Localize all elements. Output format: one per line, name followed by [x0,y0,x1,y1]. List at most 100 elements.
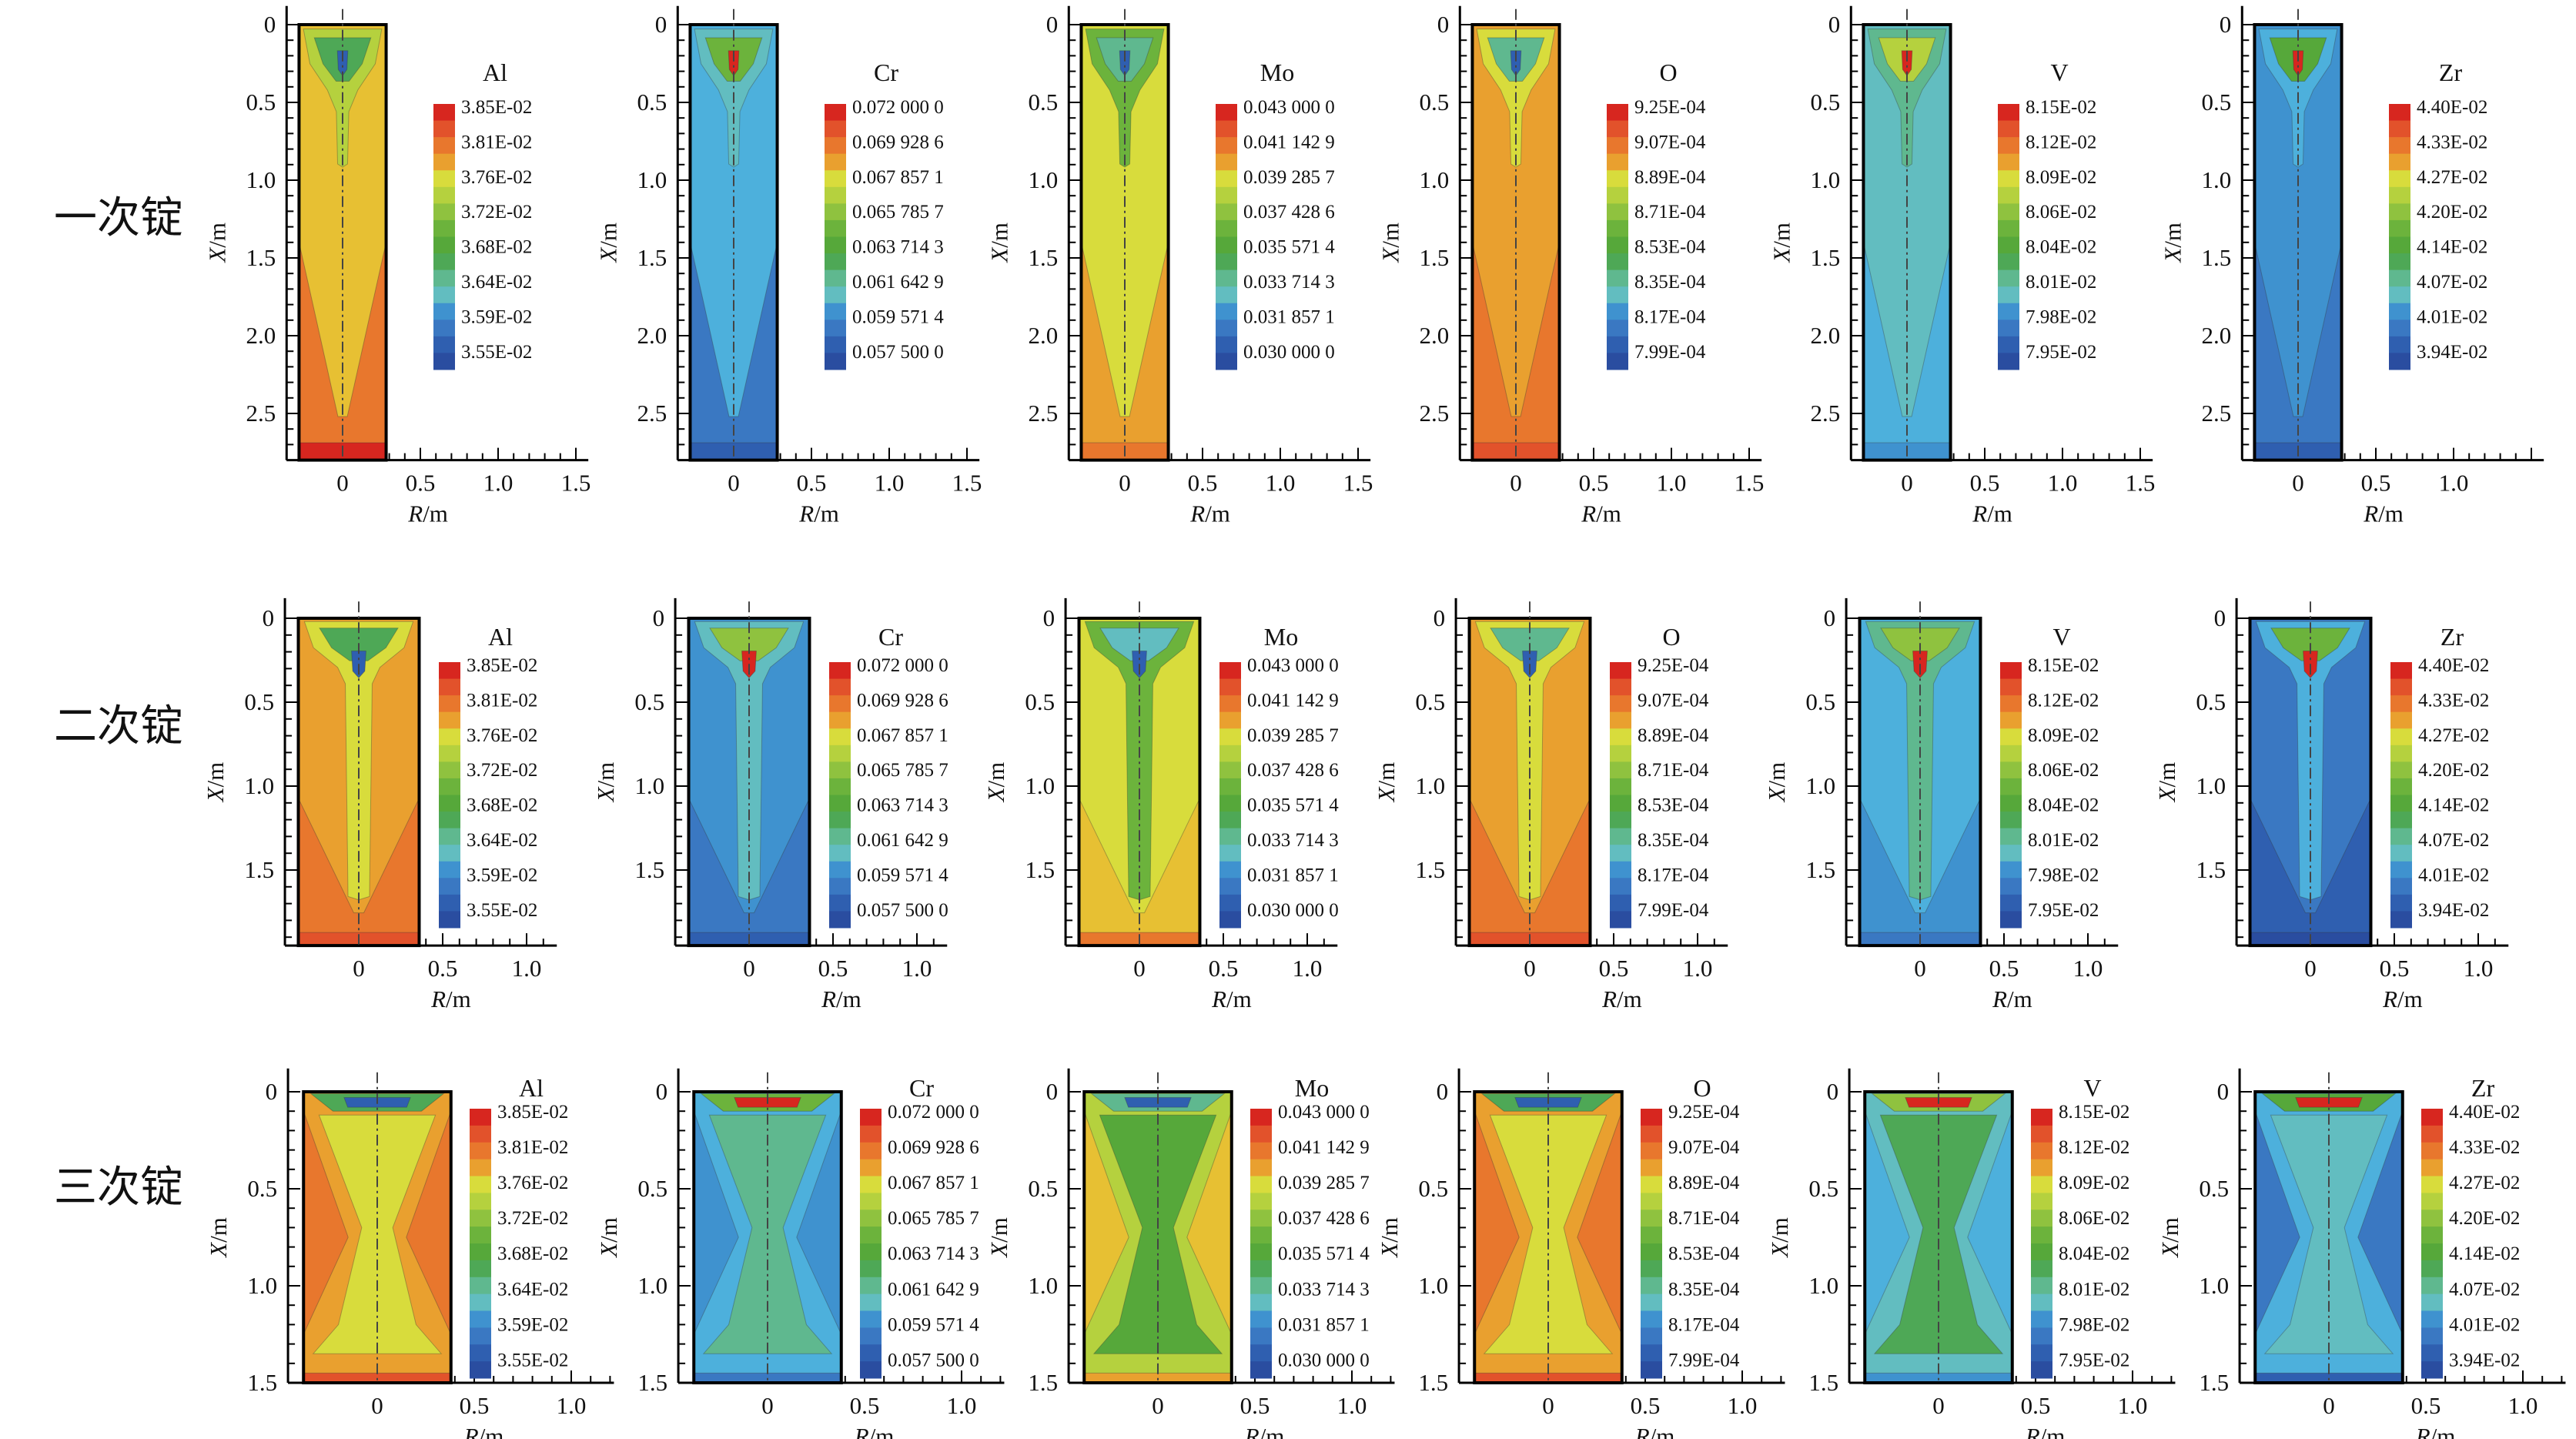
x-tick-label: 1.5 [1343,470,1373,497]
y-tick-label: 1.0 [244,772,274,799]
legend-title: O [1662,623,1680,651]
legend-level-label: 0.037 428 6 [1243,202,1335,223]
legend-swatch [1998,120,2019,138]
y-axis-label-unit: /m [985,1217,1012,1243]
x-tick-label: 0.5 [1989,955,2019,982]
x-axis-label: R/m [1601,986,1642,1012]
y-axis-label-unit: /m [1766,1217,1793,1243]
legend-swatch [1216,104,1237,122]
y-axis-label-var: X [202,786,229,803]
y-axis-label-unit: /m [205,1217,232,1243]
legend-swatch [1250,1277,1272,1295]
x-tick-label: 0.5 [2021,1392,2051,1419]
legend-swatch [829,812,851,829]
legend-level-label: 0.061 642 9 [888,1279,979,1300]
legend-swatch [860,1260,882,1278]
legend-level-label: 4.33E-02 [2449,1137,2520,1158]
color-legend: Cr 0.072 000 0 0.069 928 6 0.067 857 1 0.065… [829,623,948,929]
legend-swatch [439,778,460,795]
y-tick-label: 0 [1824,604,1836,631]
x-axis-label-unit: /m [2007,986,2032,1012]
legend-swatch [2389,186,2410,204]
y-axis-label-var: X [1373,786,1400,803]
x-tick-label: 0 [2323,1392,2335,1419]
legend-swatch [2390,711,2412,729]
legend-swatch [1219,795,1241,812]
legend-level-label: 8.12E-02 [2059,1137,2129,1158]
color-legend: O 9.25E-04 9.07E-04 8.89E-04 8.71E-04 8.53E-0… [1610,623,1709,929]
x-tick-label: 0 [1152,1392,1164,1419]
x-tick-label: 0.5 [2361,470,2391,497]
legend-level-label: 3.94E-02 [2449,1350,2520,1370]
color-legend: Zr 4.40E-02 4.33E-02 4.27E-02 4.20E-02 4.14E-… [2389,59,2487,370]
legend-level-label: 0.057 500 0 [888,1350,979,1370]
legend-swatch [860,1310,882,1328]
legend-swatch [470,1293,491,1311]
x-tick-label: 0 [743,955,755,982]
legend-swatch [439,878,460,895]
legend-swatch [439,812,460,829]
legend-level-label: 0.035 571 4 [1247,795,1339,816]
panel-v-row2: 00.51.01.50 0.5 1.0R/mX/mV8.15E-028.12E-02… [1763,597,2119,1012]
x-tick-label: 1.0 [2508,1392,2538,1419]
y-tick-label: 2.0 [2202,322,2232,349]
x-axis-label: R/m [1244,1423,1285,1439]
y-tick-label: 1.0 [2202,166,2232,193]
legend-swatch [1998,236,2019,254]
y-tick-label: 0 [1046,11,1059,38]
legend-swatch [1216,137,1237,155]
legend-level-label: 9.07E-04 [1668,1137,1740,1158]
x-tick-label: 0.5 [1599,955,1629,982]
legend-title: Zr [2471,1074,2495,1102]
legend-swatch [433,303,455,320]
y-tick-label: 0 [1046,1078,1059,1105]
y-tick-label: 0.5 [246,89,276,115]
legend-swatch [433,170,455,188]
y-tick-label: 0 [1434,604,1446,631]
legend-level-label: 3.68E-02 [497,1243,568,1264]
x-axis-label: R/m [2415,1423,2456,1439]
plume-contour [1865,621,1975,901]
legend-level-label: 0.061 642 9 [852,272,944,293]
legend-swatch [825,137,846,155]
legend-level-label: 9.07E-04 [1638,690,1709,711]
legend-level-label: 0.031 857 1 [1247,865,1339,885]
legend-swatch [1641,1176,1662,1193]
legend-swatch [470,1142,491,1160]
y-tick-label: 1.5 [1029,244,1059,271]
legend-swatch [2390,878,2412,895]
y-tick-label: 1.0 [1811,166,1841,193]
y-tick-label: 0.5 [1028,1175,1058,1202]
legend-swatch [470,1176,491,1193]
x-tick-label: 0.5 [1209,955,1239,982]
legend-level-label: 0.072 000 0 [857,655,948,676]
legend-level-label: 8.15E-02 [2028,655,2099,676]
x-tick-label: 1.0 [902,955,932,982]
x-axis-label: R/m [821,986,861,1012]
legend-swatch [2389,269,2410,287]
x-tick-label: 0.5 [1579,470,1609,497]
color-legend: V8.15E-02 8.12E-02 8.09E-02 8.06E-02 8.04E-0… [2031,1074,2129,1379]
legend-swatch [2031,1310,2052,1328]
core-extreme-contour [1119,50,1131,77]
legend-swatch [2390,845,2412,862]
legend-swatch [1219,761,1241,779]
legend-level-label: 0.063 714 3 [857,795,948,816]
x-tick-label: 0 [728,470,740,497]
legend-swatch [829,778,851,795]
legend-level-label: 0.059 571 4 [857,865,948,885]
y-tick-label: 0.5 [634,688,664,715]
legend-swatch [1219,861,1241,878]
legend-swatch [1216,186,1237,204]
legend-swatch [439,678,460,696]
color-legend: Al 3.85E-02 3.81E-02 3.76E-02 3.72E-02 3.68E-… [433,59,532,370]
x-axis-label-unit: /m [814,500,839,527]
x-axis-label-var: R [1211,986,1226,1012]
legend-swatch [2389,170,2410,188]
legend-swatch [825,203,846,221]
legend-swatch [825,186,846,204]
core-extreme-contour [728,50,740,77]
legend-level-label: 8.53E-04 [1668,1243,1740,1264]
legend-swatch [2000,845,2022,862]
